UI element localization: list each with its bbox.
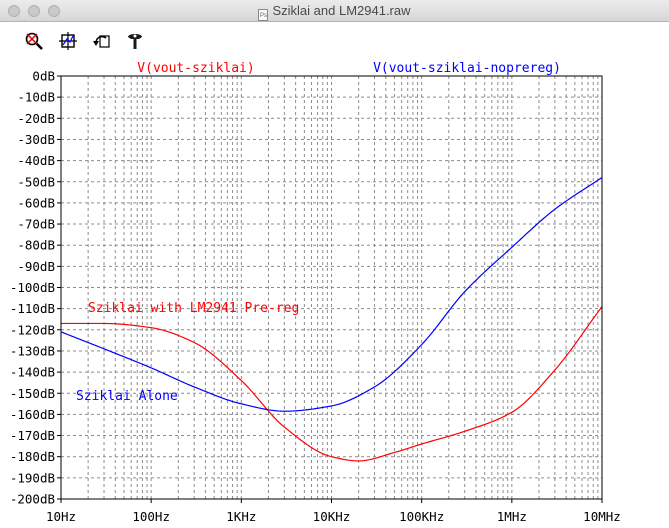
y-tick-label: -50dB: [17, 174, 55, 189]
cursor-probe-icon[interactable]: [125, 31, 145, 51]
y-tick-label: -150dB: [10, 386, 55, 401]
x-tick-label: 100KHz: [399, 509, 444, 524]
x-tick-label: 10MHz: [583, 509, 621, 524]
y-tick-label: -180dB: [10, 449, 55, 464]
y-tick-label: -20dB: [17, 111, 55, 126]
y-tick-label: 0dB: [32, 69, 55, 84]
annotation-red: Sziklai with LM2941 Pre-reg: [88, 301, 299, 316]
y-tick-label: -200dB: [10, 492, 55, 507]
toolbar: [0, 22, 669, 60]
y-tick-label: -100dB: [10, 280, 55, 295]
y-tick-label: -110dB: [10, 301, 55, 316]
trace-vout-sziklai-noprereg[interactable]: [60, 177, 603, 412]
y-tick-label: -140dB: [10, 365, 55, 380]
y-tick-label: -70dB: [17, 217, 55, 232]
x-tick-label: 10Hz: [46, 509, 76, 524]
zoom-icon[interactable]: [24, 31, 44, 51]
y-tick-label: -170dB: [10, 428, 55, 443]
trace-vout-sziklai[interactable]: [61, 306, 603, 462]
legend-blue-trace[interactable]: V(vout-sziklai-noprereg): [373, 61, 561, 76]
autorange-icon[interactable]: [58, 31, 78, 51]
y-axis-tick-labels: 0dB -10dB -20dB -30dB -40dB -50dB -60dB -70dB -8…: [10, 69, 61, 507]
zoom-window-icon[interactable]: [48, 5, 60, 17]
y-tick-label: -60dB: [17, 195, 55, 210]
x-axis-tick-labels: 10Hz 100Hz 1KHz 10KHz 100KHz 1MHz 10MHz: [46, 499, 621, 524]
x-tick-label: 100Hz: [132, 509, 170, 524]
y-tick-label: -10dB: [17, 90, 55, 105]
x-tick-label: 1MHz: [497, 509, 527, 524]
traces: [60, 177, 603, 462]
x-tick-label: 1KHz: [226, 509, 256, 524]
y-tick-label: -40dB: [17, 153, 55, 168]
legend-red-trace[interactable]: V(vout-sziklai): [137, 61, 254, 76]
y-tick-label: -90dB: [17, 259, 55, 274]
annotation-blue: Sziklai Alone: [76, 389, 178, 404]
x-tick-label: 10KHz: [313, 509, 351, 524]
close-window-icon[interactable]: [8, 5, 20, 17]
y-tick-label: -190dB: [10, 470, 55, 485]
grid-lines: [61, 76, 602, 499]
y-tick-label: -30dB: [17, 132, 55, 147]
window-titlebar: Ps Sziklai and LM2941.raw: [0, 0, 669, 22]
y-tick-label: -80dB: [17, 238, 55, 253]
minimize-window-icon[interactable]: [28, 5, 40, 17]
y-tick-label: -120dB: [10, 322, 55, 337]
y-tick-label: -160dB: [10, 407, 55, 422]
undo-icon[interactable]: [92, 31, 112, 51]
document-icon: Ps: [258, 9, 269, 21]
y-tick-label: -130dB: [10, 343, 55, 358]
window-title-wrap: Ps Sziklai and LM2941.raw: [0, 3, 669, 21]
window-title: Sziklai and LM2941.raw: [272, 3, 411, 18]
